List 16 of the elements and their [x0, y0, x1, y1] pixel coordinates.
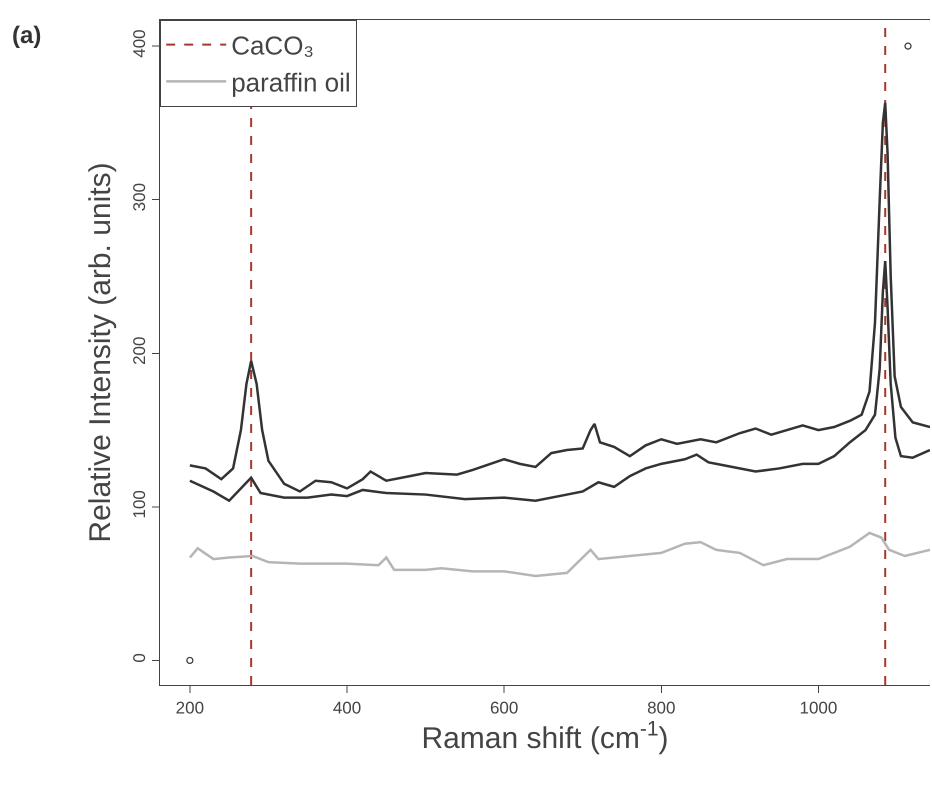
y-tick-label: 100: [130, 490, 150, 518]
y-tick-label: 200: [130, 336, 150, 365]
y-tick-label: 300: [130, 182, 150, 212]
y-tick-label: 400: [130, 29, 150, 58]
line-series: [188, 532, 930, 578]
legend-label: paraffin oil: [231, 68, 351, 98]
x-tick-label: 400: [332, 698, 362, 718]
y-axis-title: Relative Intensity (arb. units): [84, 162, 118, 543]
x-tick-label: 200: [176, 698, 204, 718]
x-tick-label: 1000: [800, 698, 838, 718]
x-tick-label: 800: [647, 698, 676, 718]
y-tick-label: 0: [130, 653, 150, 663]
text: (a): [12, 22, 42, 49]
x-tick-label: 600: [490, 698, 518, 718]
x-axis-title: Raman shift (cm$^{-1}$): [421, 718, 669, 756]
ref-line-label: CaCO₃: [231, 30, 314, 61]
